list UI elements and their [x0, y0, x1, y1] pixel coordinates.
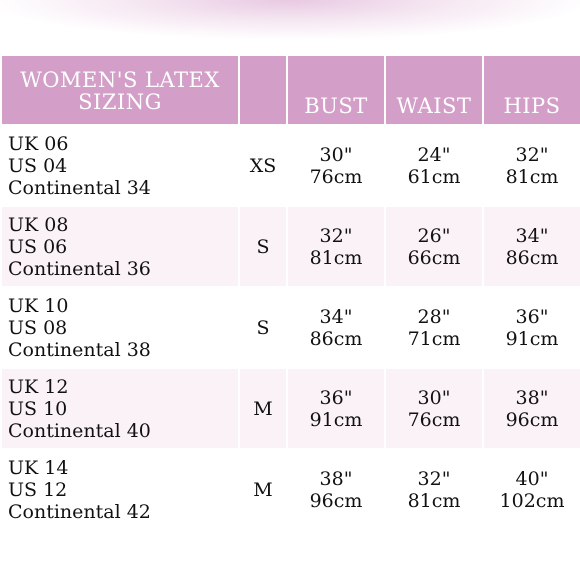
hips-inches: 36": [515, 305, 549, 328]
sizing-table: WOMEN'S LATEX SIZING BUST WAIST HIPS UK …: [0, 54, 580, 531]
table-row: UK 08 US 06 Continental 36 S 32" 81cm 26…: [2, 207, 580, 286]
bust-measure: 30" 76cm: [288, 126, 384, 205]
table-row: UK 14 US 12 Continental 42 M 38" 96cm 32…: [2, 450, 580, 529]
letter-size: XS: [240, 126, 286, 205]
hips-inches: 40": [515, 467, 549, 490]
waist-column-header: WAIST: [386, 56, 482, 124]
hips-cm: 86cm: [505, 246, 559, 269]
us-size: US 12: [8, 478, 68, 501]
bust-inches: 34": [319, 305, 353, 328]
bust-measure: 36" 91cm: [288, 369, 384, 448]
bust-cm: 91cm: [309, 408, 363, 431]
waist-inches: 30": [417, 386, 451, 409]
us-size: US 10: [8, 397, 68, 420]
us-size: US 06: [8, 235, 68, 258]
size-equivalents: UK 12 US 10 Continental 40: [2, 369, 238, 448]
bust-cm: 86cm: [309, 327, 363, 350]
header-row: WOMEN'S LATEX SIZING BUST WAIST HIPS: [2, 56, 580, 124]
continental-size: Continental 38: [8, 338, 151, 361]
waist-inches: 24": [417, 143, 451, 166]
waist-cm: 81cm: [407, 489, 461, 512]
table-row: UK 12 US 10 Continental 40 M 36" 91cm 30…: [2, 369, 580, 448]
bust-inches: 36": [319, 386, 353, 409]
table-title: WOMEN'S LATEX SIZING: [2, 56, 238, 124]
size-column-header: [240, 56, 286, 124]
bust-cm: 96cm: [309, 489, 363, 512]
bust-inches: 30": [319, 143, 353, 166]
waist-cm: 61cm: [407, 165, 461, 188]
hips-measure: 40" 102cm: [484, 450, 580, 529]
waist-cm: 71cm: [407, 327, 461, 350]
hips-measure: 36" 91cm: [484, 288, 580, 367]
waist-measure: 32" 81cm: [386, 450, 482, 529]
waist-cm: 76cm: [407, 408, 461, 431]
size-equivalents: UK 14 US 12 Continental 42: [2, 450, 238, 529]
hips-measure: 32" 81cm: [484, 126, 580, 205]
letter-size: S: [240, 207, 286, 286]
waist-measure: 30" 76cm: [386, 369, 482, 448]
hips-measure: 34" 86cm: [484, 207, 580, 286]
bust-column-header: BUST: [288, 56, 384, 124]
uk-size: UK 06: [8, 132, 69, 155]
waist-measure: 24" 61cm: [386, 126, 482, 205]
size-equivalents: UK 08 US 06 Continental 36: [2, 207, 238, 286]
waist-inches: 26": [417, 224, 451, 247]
top-glow: [0, 0, 580, 56]
bust-measure: 34" 86cm: [288, 288, 384, 367]
bust-inches: 38": [319, 467, 353, 490]
waist-inches: 28": [417, 305, 451, 328]
size-equivalents: UK 06 US 04 Continental 34: [2, 126, 238, 205]
hips-inches: 38": [515, 386, 549, 409]
uk-size: UK 08: [8, 213, 69, 236]
hips-measure: 38" 96cm: [484, 369, 580, 448]
hips-cm: 102cm: [499, 489, 565, 512]
continental-size: Continental 36: [8, 257, 151, 280]
title-line-1: WOMEN'S LATEX: [20, 68, 220, 92]
uk-size: UK 12: [8, 375, 69, 398]
title-line-2: SIZING: [78, 90, 162, 114]
hips-inches: 34": [515, 224, 549, 247]
letter-size: S: [240, 288, 286, 367]
hips-cm: 91cm: [505, 327, 559, 350]
size-equivalents: UK 10 US 08 Continental 38: [2, 288, 238, 367]
continental-size: Continental 40: [8, 419, 151, 442]
hips-inches: 32": [515, 143, 549, 166]
table-row: UK 10 US 08 Continental 38 S 34" 86cm 28…: [2, 288, 580, 367]
bust-inches: 32": [319, 224, 353, 247]
bust-measure: 38" 96cm: [288, 450, 384, 529]
table-row: UK 06 US 04 Continental 34 XS 30" 76cm 2…: [2, 126, 580, 205]
letter-size: M: [240, 450, 286, 529]
bust-cm: 76cm: [309, 165, 363, 188]
bust-measure: 32" 81cm: [288, 207, 384, 286]
hips-column-header: HIPS: [484, 56, 580, 124]
waist-cm: 66cm: [407, 246, 461, 269]
waist-measure: 26" 66cm: [386, 207, 482, 286]
bust-cm: 81cm: [309, 246, 363, 269]
waist-inches: 32": [417, 467, 451, 490]
uk-size: UK 10: [8, 294, 69, 317]
letter-size: M: [240, 369, 286, 448]
us-size: US 04: [8, 154, 68, 177]
waist-measure: 28" 71cm: [386, 288, 482, 367]
uk-size: UK 14: [8, 456, 69, 479]
hips-cm: 96cm: [505, 408, 559, 431]
continental-size: Continental 42: [8, 500, 151, 523]
us-size: US 08: [8, 316, 68, 339]
hips-cm: 81cm: [505, 165, 559, 188]
continental-size: Continental 34: [8, 176, 151, 199]
